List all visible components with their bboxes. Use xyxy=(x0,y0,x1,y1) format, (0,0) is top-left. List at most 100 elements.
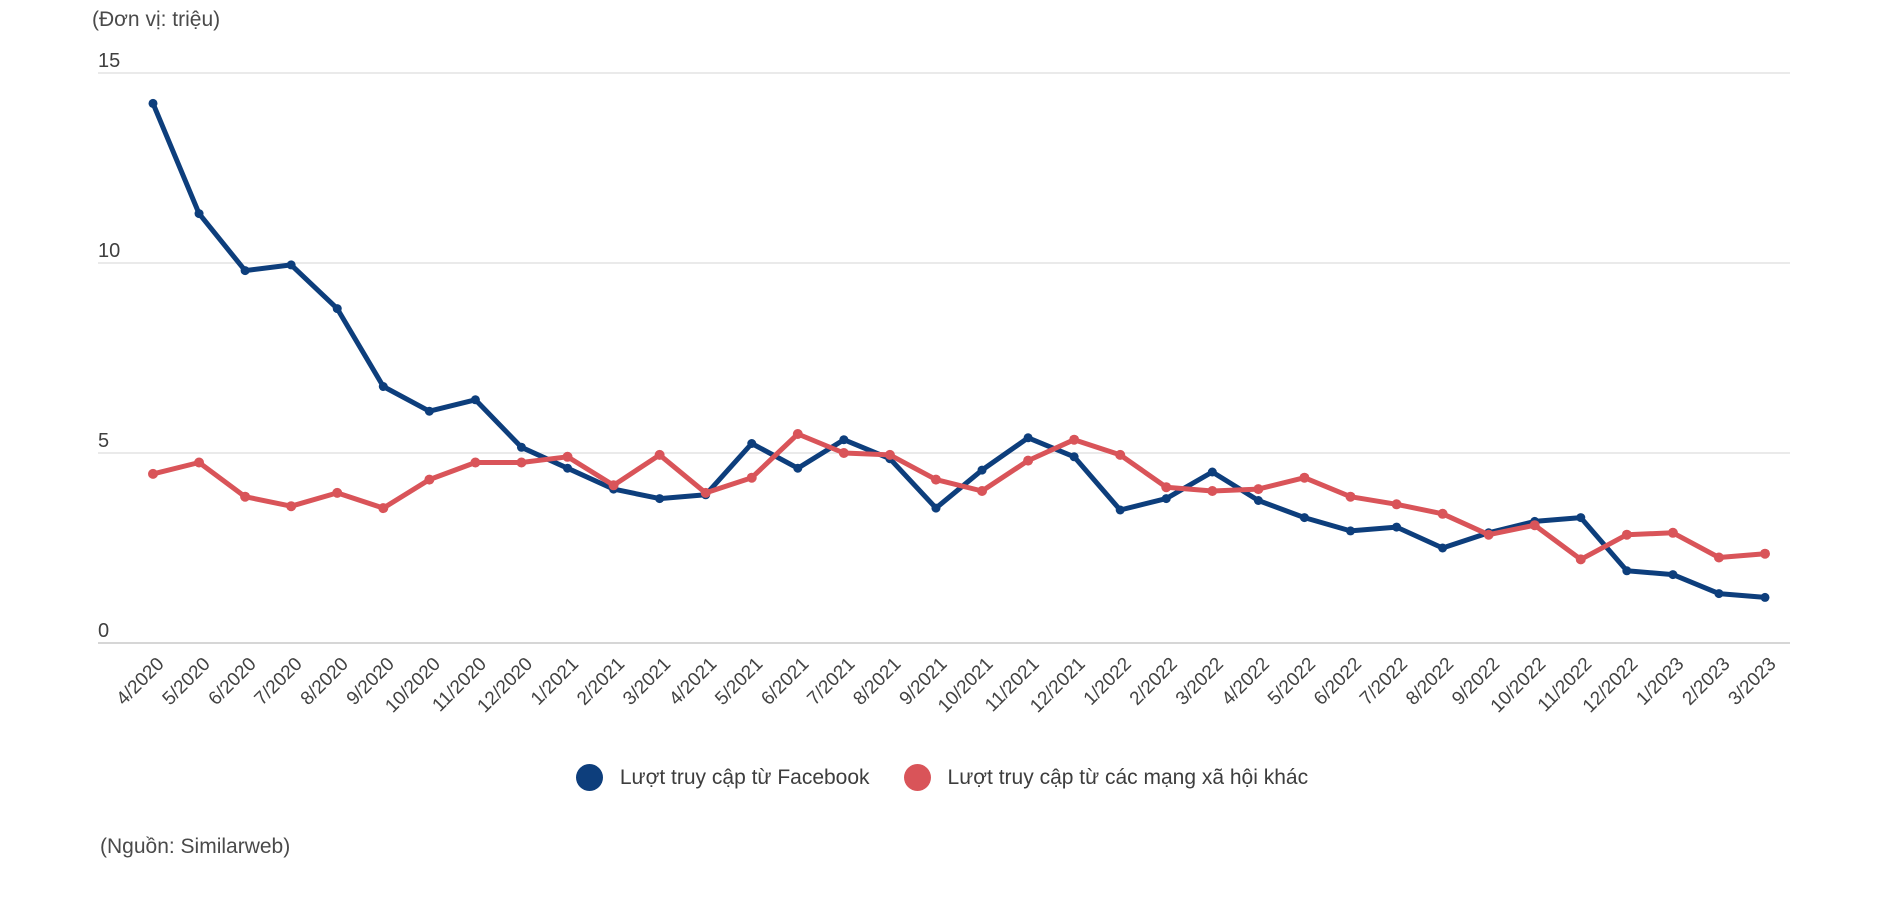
series-point xyxy=(516,442,526,452)
x-axis-tick-label: 3/2021 xyxy=(619,654,675,710)
x-axis-tick-label: 1/2022 xyxy=(1080,654,1136,710)
legend-label-facebook: Lượt truy cập từ Facebook xyxy=(619,765,870,789)
series-point xyxy=(1253,496,1263,505)
x-axis-tick-label: 4/2020 xyxy=(113,654,169,710)
series-point xyxy=(608,480,619,491)
series-point xyxy=(1069,434,1080,445)
x-axis-tick-label: 6/2020 xyxy=(205,654,261,710)
series-point xyxy=(286,501,297,512)
x-axis-tick-label: 7/2020 xyxy=(251,654,307,710)
y-axis-tick-label: 10 xyxy=(98,240,120,262)
series-point xyxy=(563,463,573,473)
series-point xyxy=(1391,499,1402,510)
series-point xyxy=(194,457,205,468)
series-point xyxy=(1207,467,1217,477)
series-point xyxy=(286,260,296,270)
series-point xyxy=(1668,570,1678,580)
x-axis-tick-label: 6/2022 xyxy=(1310,654,1366,710)
series-point xyxy=(1023,455,1034,466)
series-point xyxy=(1161,482,1172,493)
series-point xyxy=(1575,554,1586,565)
series-point xyxy=(1529,520,1540,531)
series-point xyxy=(1576,513,1586,523)
series-line-0 xyxy=(150,100,1768,600)
series-point xyxy=(1622,566,1632,576)
series-point xyxy=(839,435,849,445)
series-point xyxy=(1621,529,1632,540)
legend-dot-facebook-icon xyxy=(575,764,603,791)
x-axis-tick-label: 5/2022 xyxy=(1264,654,1320,710)
x-axis-tick-label: 1/2023 xyxy=(1632,654,1688,710)
series-point xyxy=(1437,508,1448,519)
x-axis-tick-label: 5/2021 xyxy=(711,654,767,710)
series-point xyxy=(1299,472,1310,483)
series-point xyxy=(516,457,527,468)
series-point xyxy=(1345,491,1356,502)
series-point xyxy=(655,494,665,504)
x-axis-tick-label: 8/2021 xyxy=(850,654,906,710)
series-point xyxy=(1299,513,1309,523)
series-point xyxy=(378,382,388,391)
series-point xyxy=(884,449,895,460)
x-axis-tick-label: 3/2022 xyxy=(1172,654,1228,710)
x-axis-tick-label: 7/2021 xyxy=(803,654,859,710)
y-axis-tick-label: 5 xyxy=(98,430,109,452)
series-point xyxy=(700,487,711,498)
series-point xyxy=(1392,522,1402,532)
x-axis-tick-label: 4/2022 xyxy=(1218,654,1274,710)
series-point xyxy=(148,468,158,479)
x-axis-tick-label: 2/2022 xyxy=(1126,654,1182,710)
legend-item-other-networks: Lượt truy cập từ các mạng xã hội khác xyxy=(903,764,1309,791)
series-point xyxy=(1161,494,1171,504)
series-point xyxy=(1438,543,1448,553)
series-point xyxy=(378,503,389,514)
x-axis-tick-label: 7/2022 xyxy=(1356,654,1412,710)
series-point xyxy=(1713,552,1724,563)
series-point xyxy=(1207,486,1218,496)
series-point xyxy=(424,406,434,416)
series-point xyxy=(1667,527,1678,538)
chart-unit-title: (Đơn vị: triệu) xyxy=(92,8,221,31)
series-point xyxy=(1483,529,1494,540)
x-axis-tick-label: 2/2021 xyxy=(573,654,629,710)
series-point xyxy=(977,486,988,496)
x-axis-tick-label: 2/2023 xyxy=(1679,654,1735,710)
series-point xyxy=(194,209,204,219)
series-point xyxy=(1115,505,1125,515)
series-point xyxy=(1760,592,1770,602)
series-line-1 xyxy=(150,431,1768,562)
series-point xyxy=(424,474,435,485)
series-point xyxy=(930,474,941,485)
legend-label-other-networks: Lượt truy cập từ các mạng xã hội khác xyxy=(947,765,1309,789)
x-axis-tick-label: 8/2020 xyxy=(297,654,353,710)
legend-dot-other-networks-icon xyxy=(903,764,931,791)
series-point xyxy=(931,503,941,513)
series-point xyxy=(747,439,757,448)
series-point xyxy=(470,457,481,468)
series-point xyxy=(1253,484,1264,495)
series-point xyxy=(1760,548,1770,559)
series-point xyxy=(977,465,987,475)
series-point xyxy=(838,448,849,458)
series-point xyxy=(470,395,480,405)
source-note: (Nguồn: Similarweb) xyxy=(100,835,291,858)
x-axis-tick-label: 4/2021 xyxy=(665,654,721,710)
x-axis-tick-label: 1/2021 xyxy=(527,654,583,710)
legend-item-facebook: Lượt truy cập từ Facebook xyxy=(575,764,870,791)
series-point xyxy=(654,449,665,460)
series-point xyxy=(1023,433,1033,443)
x-axis-tick-label: 8/2022 xyxy=(1402,654,1458,710)
series-point xyxy=(1714,589,1724,599)
series-point xyxy=(240,266,250,276)
x-axis-tick-label: 3/2023 xyxy=(1725,654,1781,710)
x-axis-tick-label: 6/2021 xyxy=(757,654,813,710)
series-point xyxy=(1069,452,1079,462)
series-point xyxy=(332,487,343,498)
series-point xyxy=(240,491,251,502)
series-point xyxy=(1345,526,1355,536)
series-point xyxy=(793,463,803,473)
x-axis-tick-label: 5/2020 xyxy=(159,654,215,710)
series-point xyxy=(1115,449,1126,460)
